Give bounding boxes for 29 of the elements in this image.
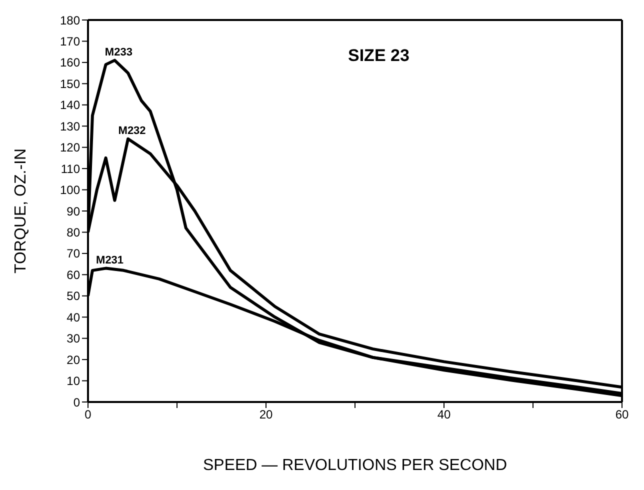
y-tick-label: 50	[66, 289, 80, 304]
y-tick-label: 60	[66, 268, 80, 282]
x-tick-label: 20	[259, 408, 273, 422]
y-tick-label: 150	[60, 76, 80, 91]
y-axis-title: TORQUE, OZ.-IN	[12, 148, 30, 274]
y-tick-label: 10	[66, 374, 80, 388]
y-tick-label: 80	[66, 225, 80, 240]
series-label: M233	[104, 46, 132, 58]
y-tick-label: 110	[60, 162, 80, 176]
y-tick-label: 180	[60, 13, 80, 28]
y-tick-label: 100	[60, 183, 80, 198]
series-label: M231	[96, 254, 124, 266]
y-tick-label: 90	[66, 204, 80, 218]
y-tick-label: 20	[66, 352, 80, 367]
y-tick-label: 70	[66, 246, 80, 261]
x-tick-label: 0	[84, 408, 92, 422]
y-tick-label: 130	[60, 119, 80, 134]
x-axis-title: SPEED — REVOLUTIONS PER SECOND	[202, 457, 508, 474]
y-tick-label: 160	[60, 56, 80, 70]
text: SIZE 23	[348, 46, 410, 66]
series-label: M232	[118, 124, 146, 137]
y-tick-label: 170	[60, 34, 80, 48]
y-tick-label: 140	[60, 98, 80, 112]
y-tick-label: 30	[66, 332, 80, 346]
y-tick-label: 120	[60, 140, 80, 155]
x-tick-label: 40	[437, 408, 451, 422]
y-tick-label: 40	[66, 310, 80, 324]
x-tick-label: 60	[615, 408, 629, 422]
y-tick-label: 0	[73, 395, 80, 410]
